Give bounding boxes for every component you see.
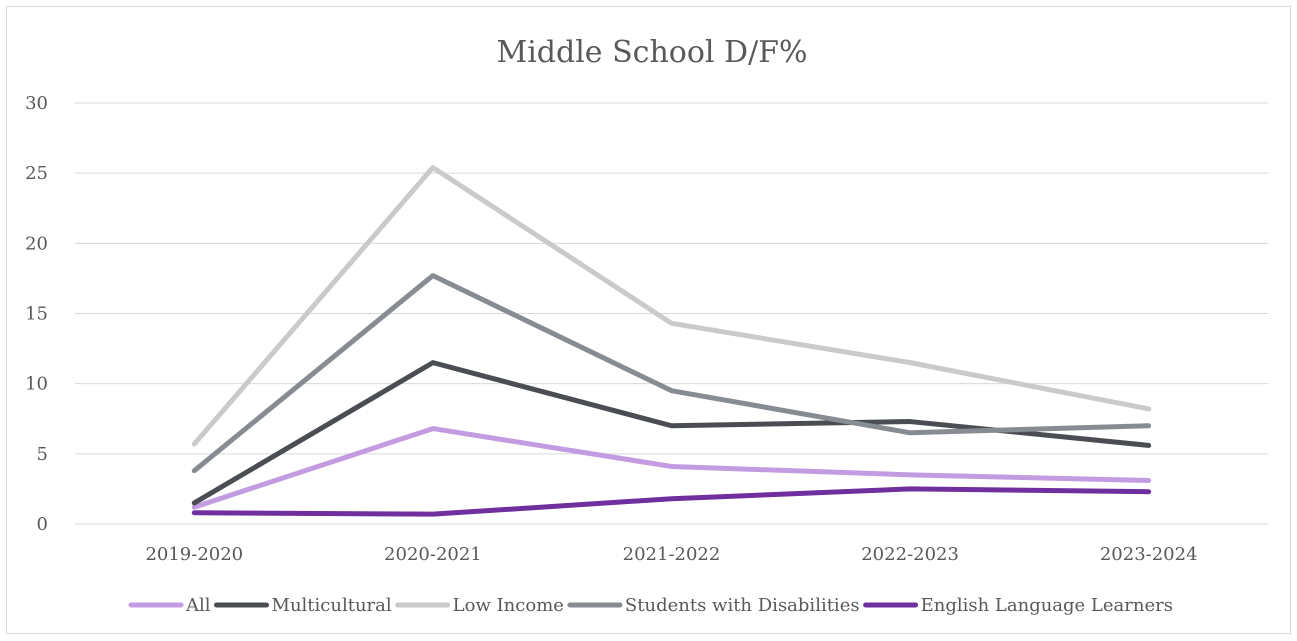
x-axis-ticks: 2019-2020 2020-2021 2021-2022 2022-2023 2023…	[145, 544, 1197, 565]
chart-title: Middle School D/F%	[496, 35, 807, 70]
y-tick-label: 20	[25, 233, 48, 254]
legend: All Multicultural Low Income Students with …	[131, 595, 1173, 616]
legend-label: English Language Learners	[921, 595, 1173, 616]
x-tick-label: 2019-2020	[145, 544, 243, 565]
legend-item: English Language Learners	[866, 595, 1173, 616]
series-line-low-income	[194, 168, 1148, 444]
x-tick-label: 2022-2023	[861, 544, 959, 565]
legend-item: All	[131, 595, 211, 616]
y-tick-label: 30	[25, 93, 48, 114]
y-tick-label: 0	[37, 514, 48, 535]
y-tick-label: 15	[25, 304, 48, 325]
series-lines	[194, 168, 1148, 515]
y-axis-ticks: 0 5 10 15 20 25 30	[25, 93, 48, 535]
legend-item: Students with Disabilities	[570, 595, 860, 616]
y-tick-label: 10	[25, 374, 48, 395]
gridlines	[75, 103, 1268, 524]
series-line-students-with-disabilities	[194, 276, 1148, 471]
legend-item: Multicultural	[217, 595, 392, 616]
x-tick-label: 2021-2022	[623, 544, 721, 565]
legend-label: All	[185, 595, 211, 616]
y-tick-label: 5	[37, 444, 48, 465]
legend-label: Students with Disabilities	[625, 595, 860, 616]
series-line-english-language-learners	[194, 489, 1148, 514]
legend-label: Low Income	[453, 595, 564, 616]
legend-item: Low Income	[398, 595, 564, 616]
series-line-all	[194, 429, 1148, 508]
x-tick-label: 2023-2024	[1100, 544, 1198, 565]
legend-label: Multicultural	[272, 595, 392, 616]
x-tick-label: 2020-2021	[384, 544, 482, 565]
y-tick-label: 25	[25, 163, 48, 184]
